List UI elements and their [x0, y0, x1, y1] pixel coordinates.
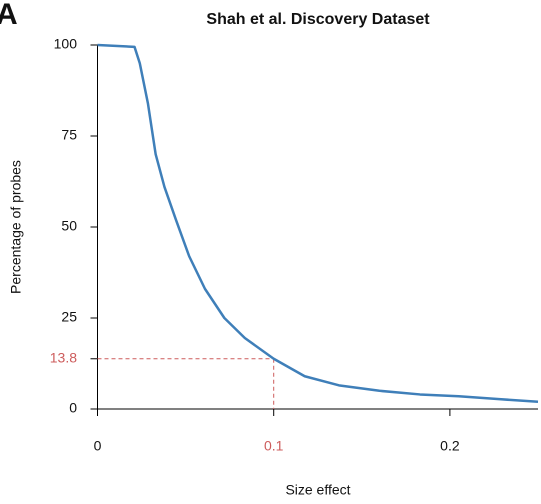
y-axis-label: Percentage of probes: [8, 160, 24, 294]
y-tick-label: 50: [61, 218, 77, 234]
y-tick-label: 75: [61, 127, 77, 143]
x-tick-label: 0.2: [440, 438, 460, 454]
data-line: [97, 43, 539, 403]
chart-title: Shah et al. Discovery Dataset: [206, 11, 430, 28]
annotation-y-label: 13.8: [50, 349, 77, 365]
annotation-x-label: 0.1: [264, 438, 284, 454]
y-tick-label: 100: [54, 36, 78, 52]
y-tick-label: 0: [69, 400, 77, 416]
x-axis-label: Size effect: [285, 482, 350, 498]
y-tick-label: 25: [61, 309, 77, 325]
x-tick-label: 0: [94, 438, 102, 454]
panel-label: A: [0, 0, 18, 31]
